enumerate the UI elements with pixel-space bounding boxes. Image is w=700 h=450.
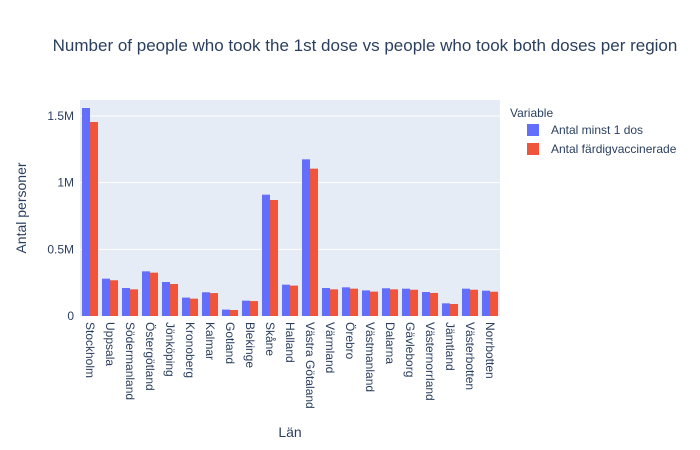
- x-tick-label: Jämtland: [443, 322, 457, 371]
- bar-fully-vaccinated[interactable]: [150, 272, 158, 316]
- y-axis-ticks: 0 0.5M 1M 1.5M: [47, 109, 74, 323]
- bar-fully-vaccinated[interactable]: [450, 304, 458, 316]
- bar-first-dose[interactable]: [302, 159, 310, 316]
- x-tick-label: Halland: [283, 322, 297, 363]
- bar-first-dose[interactable]: [402, 288, 410, 316]
- bar-fully-vaccinated[interactable]: [330, 289, 338, 316]
- x-axis-ticks: Stockholm Uppsala Södermanland Östergötland…: [83, 322, 497, 409]
- x-tick-label: Värmland: [323, 322, 337, 373]
- x-tick-label: Västmanland: [363, 322, 377, 392]
- bar-first-dose[interactable]: [282, 284, 290, 316]
- bar-first-dose[interactable]: [142, 271, 150, 316]
- legend[interactable]: Variable Antal minst 1 dos Antal färdigva…: [510, 106, 677, 156]
- bar-fully-vaccinated[interactable]: [230, 310, 238, 316]
- bar-fully-vaccinated[interactable]: [470, 289, 478, 316]
- bar-first-dose[interactable]: [82, 108, 90, 316]
- chart-title: Number of people who took the 1st dose v…: [53, 36, 678, 55]
- bar-first-dose[interactable]: [362, 290, 370, 316]
- bar-first-dose[interactable]: [342, 287, 350, 316]
- bar-fully-vaccinated[interactable]: [210, 293, 218, 316]
- legend-label: Antal minst 1 dos: [551, 123, 643, 137]
- bar-fully-vaccinated[interactable]: [410, 289, 418, 316]
- legend-item[interactable]: Antal minst 1 dos: [527, 123, 643, 137]
- x-tick-label: Jönköping: [163, 322, 177, 377]
- bar-fully-vaccinated[interactable]: [370, 291, 378, 316]
- x-tick-label: Östergötland: [143, 322, 157, 391]
- legend-item[interactable]: Antal färdigvaccinerade: [527, 142, 677, 156]
- bar-first-dose[interactable]: [422, 292, 430, 316]
- y-tick-label: 0.5M: [47, 242, 74, 256]
- bar-fully-vaccinated[interactable]: [290, 285, 298, 316]
- x-tick-label: Kronoberg: [183, 322, 197, 378]
- bar-first-dose[interactable]: [462, 288, 470, 316]
- bar-first-dose[interactable]: [122, 288, 130, 316]
- x-tick-label: Västerbotten: [463, 322, 477, 390]
- bar-first-dose[interactable]: [202, 292, 210, 316]
- bar-fully-vaccinated[interactable]: [310, 168, 318, 316]
- bar-fully-vaccinated[interactable]: [90, 122, 98, 316]
- bar-first-dose[interactable]: [482, 290, 490, 316]
- legend-title: Variable: [510, 106, 553, 120]
- x-tick-label: Gotland: [223, 322, 237, 364]
- x-axis-title: Län: [278, 424, 301, 440]
- bar-fully-vaccinated[interactable]: [490, 291, 498, 316]
- bar-first-dose[interactable]: [382, 288, 390, 316]
- bar-first-dose[interactable]: [242, 300, 250, 316]
- x-tick-label: Uppsala: [103, 322, 117, 366]
- y-tick-label: 1.5M: [47, 109, 74, 123]
- x-tick-label: Dalarna: [383, 322, 397, 364]
- bar-fully-vaccinated[interactable]: [350, 288, 358, 316]
- x-tick-label: Kalmar: [203, 322, 217, 360]
- bar-first-dose[interactable]: [262, 194, 270, 316]
- bar-fully-vaccinated[interactable]: [110, 280, 118, 316]
- legend-swatch: [527, 124, 539, 136]
- x-tick-label: Västra Götaland: [303, 322, 317, 409]
- bar-first-dose[interactable]: [182, 297, 190, 316]
- legend-swatch: [527, 143, 539, 155]
- bars: [82, 108, 498, 316]
- bar-fully-vaccinated[interactable]: [390, 289, 398, 316]
- bar-fully-vaccinated[interactable]: [190, 298, 198, 316]
- legend-label: Antal färdigvaccinerade: [551, 142, 677, 156]
- bar-first-dose[interactable]: [222, 309, 230, 316]
- bar-first-dose[interactable]: [162, 282, 170, 316]
- bar-fully-vaccinated[interactable]: [270, 200, 278, 316]
- x-tick-label: Södermanland: [123, 322, 137, 400]
- y-axis-title: Antal personer: [13, 162, 29, 253]
- bar-fully-vaccinated[interactable]: [430, 292, 438, 316]
- x-tick-label: Örebro: [343, 322, 357, 360]
- x-tick-label: Norrbotten: [483, 322, 497, 379]
- x-tick-label: Gävleborg: [403, 322, 417, 377]
- x-tick-label: Blekinge: [243, 322, 257, 368]
- y-tick-label: 0: [67, 309, 74, 323]
- grid-lines: [80, 115, 500, 250]
- x-tick-label: Skåne: [263, 322, 277, 356]
- bar-first-dose[interactable]: [102, 278, 110, 316]
- y-tick-label: 1M: [57, 176, 74, 190]
- x-tick-label: Västernorrland: [423, 322, 437, 401]
- bar-first-dose[interactable]: [442, 303, 450, 316]
- x-tick-label: Stockholm: [83, 322, 97, 378]
- bar-fully-vaccinated[interactable]: [130, 289, 138, 316]
- bar-fully-vaccinated[interactable]: [250, 301, 258, 316]
- bar-fully-vaccinated[interactable]: [170, 284, 178, 316]
- bar-first-dose[interactable]: [322, 288, 330, 316]
